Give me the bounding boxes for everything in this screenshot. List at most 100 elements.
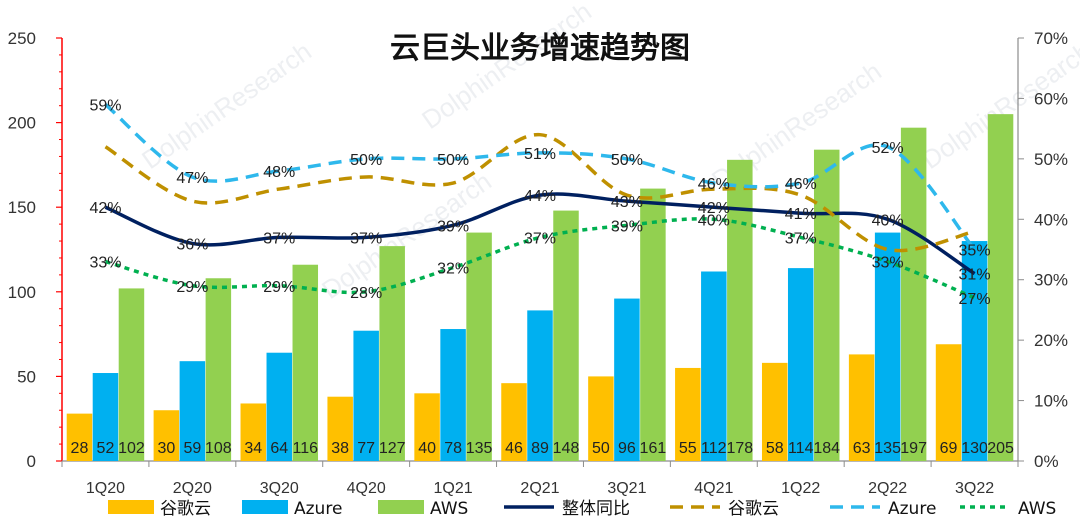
- bar: [327, 396, 353, 461]
- right-y-axis: 0% 10% 20% 30% 40% 50% 60% 70%: [1017, 29, 1068, 471]
- bar: [727, 159, 753, 461]
- legend-label: 整体同比: [562, 499, 630, 519]
- line-value-label: 36%: [176, 236, 208, 253]
- line-value-label: 47%: [176, 170, 208, 187]
- left-tick-label: 0: [27, 452, 36, 471]
- bar-value-label: 38: [331, 440, 349, 457]
- x-category-label: 1Q20: [86, 480, 125, 497]
- line-value-label: 50%: [611, 152, 643, 169]
- bar: [701, 271, 727, 461]
- chart-legend: 谷歌云 Azure AWS 整体同比 谷歌云 Azure AWS: [108, 499, 1056, 519]
- bar-value-label: 59: [183, 440, 201, 457]
- bar-value-label: 184: [813, 440, 840, 457]
- legend-label: Azure: [294, 499, 342, 519]
- left-tick-label: 100: [8, 283, 36, 302]
- x-category-label: 3Q22: [955, 480, 994, 497]
- line-series-group: [104, 103, 976, 300]
- x-category-label: 2Q20: [173, 480, 212, 497]
- line-value-label: 29%: [263, 279, 295, 296]
- bar-value-label: 130: [961, 440, 988, 457]
- right-tick-label: 40%: [1034, 210, 1068, 229]
- series-line: [104, 103, 976, 251]
- line-value-label: 50%: [350, 152, 382, 169]
- bar: [614, 298, 640, 461]
- line-value-label: 40%: [698, 212, 730, 229]
- bar: [118, 288, 145, 461]
- bar: [553, 210, 579, 461]
- line-value-label: 59%: [89, 97, 121, 114]
- line-value-label: 28%: [350, 285, 382, 302]
- bar-value-label: 96: [618, 440, 636, 457]
- bar: [640, 188, 666, 461]
- bar-value-label: 63: [853, 440, 871, 457]
- line-value-label: 52%: [872, 140, 904, 157]
- bar: [987, 114, 1014, 461]
- bar: [848, 354, 875, 461]
- bar: [266, 352, 293, 461]
- line-value-label: 44%: [524, 188, 556, 205]
- x-category-label: 1Q21: [434, 480, 473, 497]
- series-line: [104, 132, 975, 253]
- bar: [527, 310, 553, 461]
- bar: [787, 268, 814, 461]
- left-tick-label: 200: [8, 114, 36, 133]
- bar-value-label: 135: [874, 440, 901, 457]
- line-value-label: 27%: [959, 291, 991, 308]
- left-y-axis: 0 50 100 150 200 250: [8, 29, 63, 471]
- bar-value-label: 114: [788, 440, 814, 457]
- bar-value-label: 52: [97, 440, 115, 457]
- line-value-label: 40%: [872, 212, 904, 229]
- bar-value-label: 46: [505, 440, 523, 457]
- line-value-label: 33%: [872, 255, 904, 272]
- bar: [179, 361, 206, 461]
- left-tick-label: 150: [8, 198, 36, 217]
- bar-value-label: 178: [726, 440, 753, 457]
- line-value-label: 33%: [89, 255, 121, 272]
- x-category-label: 4Q20: [347, 480, 386, 497]
- x-category-label: 3Q20: [260, 480, 299, 497]
- bar: [379, 246, 405, 461]
- bar: [900, 127, 927, 462]
- bar: [813, 149, 840, 461]
- bar: [292, 264, 319, 461]
- line-value-label: 37%: [524, 230, 556, 247]
- bar-value-label: 112: [701, 440, 727, 457]
- bar: [353, 330, 379, 461]
- bar: [761, 362, 788, 461]
- bar-value-label: 197: [900, 440, 927, 457]
- line-value-label: 32%: [437, 261, 469, 278]
- bar: [935, 344, 962, 461]
- bar-value-label: 58: [766, 440, 784, 457]
- right-tick-label: 70%: [1034, 29, 1068, 48]
- line-value-label: 35%: [959, 243, 991, 260]
- bar-value-label: 205: [987, 440, 1014, 457]
- line-value-label: 29%: [176, 279, 208, 296]
- bar-value-label: 55: [679, 440, 697, 457]
- line-value-label: 41%: [785, 206, 817, 223]
- line-value-label: 37%: [785, 230, 817, 247]
- bar: [66, 413, 93, 461]
- line-value-label: 50%: [437, 152, 469, 169]
- right-tick-label: 60%: [1034, 89, 1068, 108]
- line-value-label: 37%: [350, 230, 382, 247]
- watermark-text: DolphinResearch: [416, 0, 597, 135]
- x-category-label: 1Q22: [781, 480, 820, 497]
- left-tick-label: 50: [17, 367, 36, 386]
- line-value-label: 37%: [263, 230, 295, 247]
- line-value-label: 51%: [524, 146, 556, 163]
- line-value-label: 31%: [959, 267, 991, 284]
- watermark-text: DolphinResearch: [136, 36, 317, 175]
- right-tick-label: 30%: [1034, 271, 1068, 290]
- right-tick-label: 20%: [1034, 331, 1068, 350]
- bar-value-label: 89: [531, 440, 549, 457]
- x-category-label: 2Q22: [868, 480, 907, 497]
- right-tick-label: 0%: [1034, 452, 1059, 471]
- left-tick-label: 250: [8, 29, 36, 48]
- bar-value-label: 40: [418, 440, 436, 457]
- bar-value-label: 30: [157, 440, 175, 457]
- x-axis: 1Q20 2Q20 3Q20 4Q20 1Q21 2Q21 3Q21 4Q21 1Q22 2Q22…: [61, 460, 1019, 497]
- bar: [675, 367, 701, 461]
